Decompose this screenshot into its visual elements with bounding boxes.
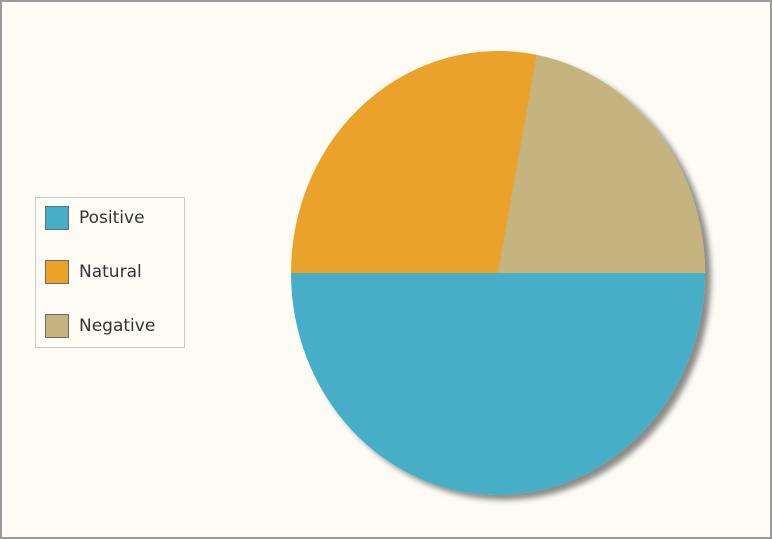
legend-item-negative: Negative [36,311,184,341]
pie-slice-natural[interactable] [291,50,537,274]
legend-item-positive: Positive [36,203,184,233]
legend-label-positive: Positive [79,208,145,228]
legend-item-natural: Natural [36,257,184,287]
legend: Positive Natural Negative [35,197,185,348]
legend-swatch-natural [45,260,69,284]
legend-swatch-positive [45,206,69,230]
legend-label-negative: Negative [79,316,156,336]
legend-label-natural: Natural [79,262,142,282]
legend-swatch-negative [45,314,69,338]
pie-slices [291,50,705,495]
pie-slice-positive[interactable] [291,273,705,495]
pie-slice-negative[interactable] [498,54,705,274]
